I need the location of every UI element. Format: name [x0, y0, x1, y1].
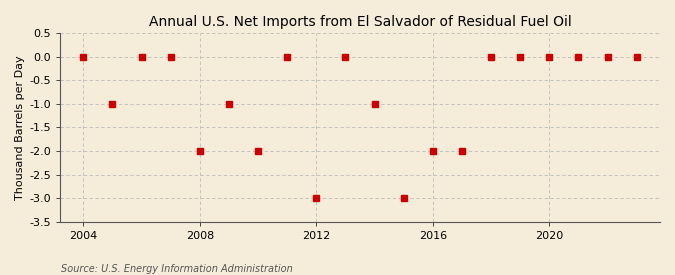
Title: Annual U.S. Net Imports from El Salvador of Residual Fuel Oil: Annual U.S. Net Imports from El Salvador…	[148, 15, 571, 29]
Text: Source: U.S. Energy Information Administration: Source: U.S. Energy Information Administ…	[61, 264, 292, 274]
Y-axis label: Thousand Barrels per Day: Thousand Barrels per Day	[15, 55, 25, 200]
